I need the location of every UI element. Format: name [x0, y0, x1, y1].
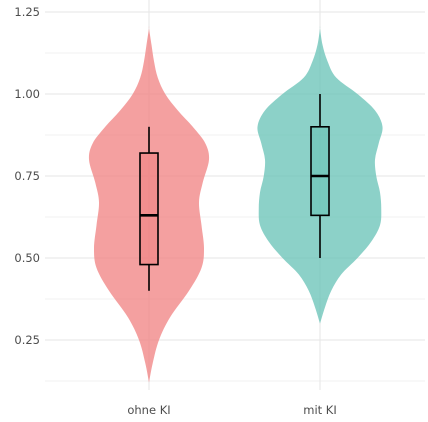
box-ohne-ki [139, 152, 159, 266]
x-axis-tick-labels: ohne KI mit KI [127, 403, 336, 417]
box-mit-ki [310, 126, 330, 217]
y-tick-label: 0.50 [14, 251, 40, 265]
y-tick-label: 0.25 [14, 333, 40, 347]
y-tick-label: 1.25 [14, 5, 40, 19]
y-axis-tick-labels: 0.25 0.50 0.75 1.00 1.25 [14, 5, 40, 347]
violins [88, 26, 383, 383]
x-tick-label: mit KI [303, 403, 337, 417]
boxplots [139, 94, 330, 291]
y-tick-label: 0.75 [14, 169, 40, 183]
x-tick-label: ohne KI [127, 403, 170, 417]
y-tick-label: 1.00 [14, 87, 40, 101]
